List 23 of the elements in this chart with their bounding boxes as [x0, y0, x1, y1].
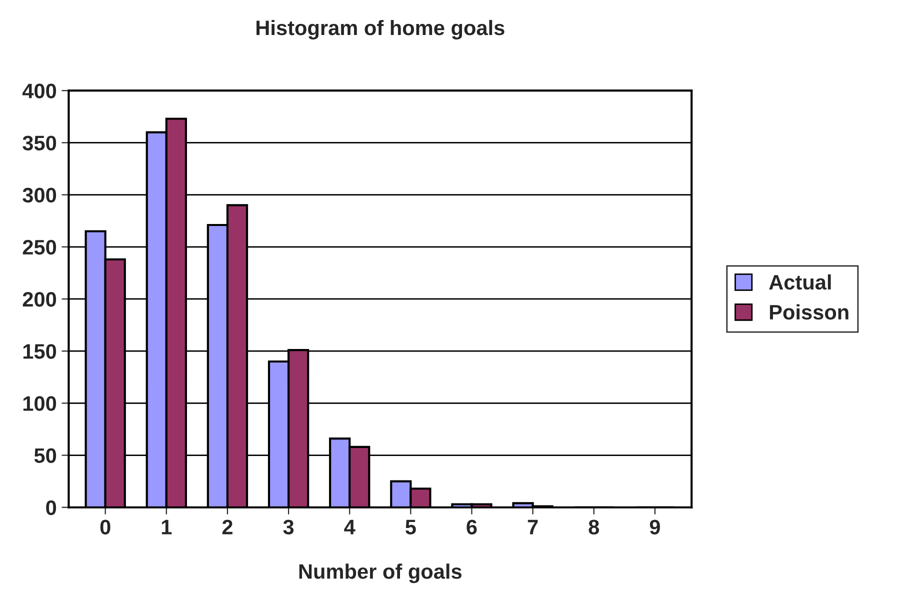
- y-tick-label: 250: [22, 240, 56, 255]
- y-tick-label: 350: [22, 136, 56, 150]
- x-tick-label: 2: [222, 520, 232, 534]
- x-tick-label: 8: [588, 520, 600, 534]
- x-tick-label: 9: [650, 520, 660, 534]
- x-tick-label: 0: [100, 520, 110, 534]
- y-tick-label: 400: [22, 84, 56, 98]
- x-tick-label: 3: [283, 520, 294, 534]
- x-axis-title: Number of goals: [299, 564, 462, 584]
- legend-label: Poisson: [770, 304, 848, 320]
- x-tick-label: 4: [344, 520, 356, 534]
- y-tick-label: 150: [23, 344, 56, 359]
- y-tick-label: 300: [22, 188, 56, 203]
- x-tick-label: 1: [162, 520, 172, 534]
- chart-title: Histogram of home goals: [256, 20, 504, 40]
- y-tick-label: 200: [22, 292, 56, 307]
- y-tick-label: 0: [46, 500, 56, 516]
- legend-label: Actual: [769, 274, 831, 290]
- y-tick-label: 50: [34, 448, 56, 464]
- x-tick-label: 6: [466, 520, 477, 534]
- x-tick-label: 7: [528, 520, 538, 534]
- y-tick-label: 100: [23, 396, 56, 411]
- x-tick-label: 5: [406, 520, 416, 534]
